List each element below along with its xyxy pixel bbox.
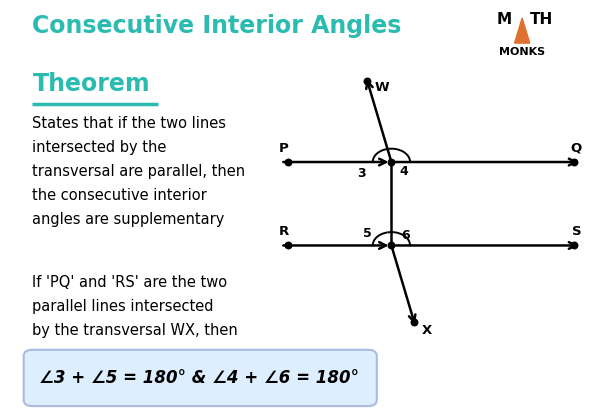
Text: X: X — [422, 324, 432, 337]
Text: ∠3 + ∠5 = 180° & ∠4 + ∠6 = 180°: ∠3 + ∠5 = 180° & ∠4 + ∠6 = 180° — [39, 369, 359, 387]
Text: If 'PQ' and 'RS' are the two
parallel lines intersected
by the transversal WX, t: If 'PQ' and 'RS' are the two parallel li… — [32, 275, 238, 338]
Text: 3: 3 — [357, 167, 365, 180]
Text: Theorem: Theorem — [32, 72, 150, 96]
Point — [409, 319, 419, 326]
Point — [386, 159, 396, 165]
FancyBboxPatch shape — [23, 350, 377, 406]
Text: 6: 6 — [401, 228, 410, 241]
Point — [386, 242, 396, 249]
Text: R: R — [279, 225, 289, 238]
Point — [362, 78, 372, 84]
Text: 4: 4 — [400, 165, 409, 178]
Text: Q: Q — [571, 142, 582, 155]
Point — [569, 242, 579, 249]
Text: W: W — [375, 81, 389, 94]
Text: M: M — [496, 12, 512, 27]
Text: Consecutive Interior Angles: Consecutive Interior Angles — [32, 14, 402, 38]
Text: TH: TH — [530, 12, 554, 27]
Polygon shape — [515, 18, 530, 43]
Text: MONKS: MONKS — [499, 47, 545, 57]
Text: 5: 5 — [362, 227, 371, 240]
Point — [283, 159, 292, 165]
Point — [283, 242, 292, 249]
Point — [569, 159, 579, 165]
Text: S: S — [572, 225, 581, 238]
Text: P: P — [279, 142, 289, 155]
Text: States that if the two lines
intersected by the
transversal are parallel, then
t: States that if the two lines intersected… — [32, 116, 245, 227]
